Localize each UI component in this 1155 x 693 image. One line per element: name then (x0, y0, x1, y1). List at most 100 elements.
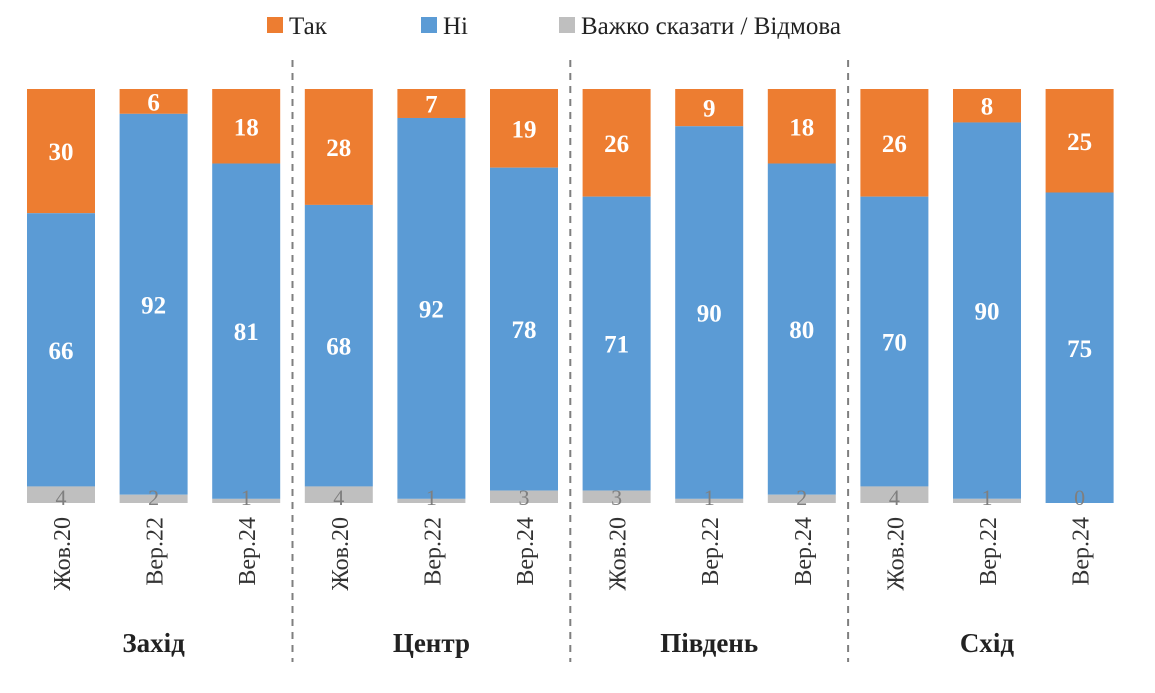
bar-yes-схід-0 (860, 89, 929, 197)
bar-yes-центр-2 (490, 89, 558, 168)
bar-no-захід-1 (119, 113, 188, 495)
legend-label-1: Ні (443, 13, 468, 40)
bar-unsure-схід-1 (953, 498, 1021, 503)
bar-yes-центр-0 (304, 89, 373, 205)
bars (27, 89, 1114, 503)
label-yes-захід-2: 18 (234, 114, 259, 141)
region-label-3: Схід (960, 628, 1015, 658)
label-unsure-південь-2: 2 (796, 485, 807, 510)
tick-label-південь-0: Жов.20 (606, 517, 632, 591)
bar-unsure-центр-0 (304, 486, 373, 503)
label-no-схід-2: 75 (1067, 336, 1092, 363)
bar-no-центр-2 (490, 167, 558, 491)
label-no-захід-1: 92 (141, 292, 166, 319)
bar-unsure-центр-1 (397, 498, 466, 503)
bar-yes-захід-0 (27, 89, 95, 214)
tick-label-центр-1: Вер.22 (420, 517, 446, 586)
tick-label-південь-2: Вер.24 (791, 517, 817, 586)
label-yes-схід-2: 25 (1067, 129, 1092, 156)
legend-label-0: Так (289, 13, 328, 40)
region-label-0: Захід (122, 628, 185, 658)
label-yes-південь-2: 18 (789, 114, 814, 141)
bar-no-південь-2 (767, 163, 836, 495)
tick-label-схід-1: Вер.22 (976, 517, 1002, 586)
bar-no-захід-2 (212, 163, 281, 499)
legend-swatch-2 (559, 17, 575, 33)
label-yes-схід-1: 8 (981, 94, 994, 121)
bar-yes-схід-2 (1045, 89, 1114, 193)
label-unsure-захід-2: 1 (241, 485, 252, 510)
legend-swatch-1 (421, 17, 437, 33)
legend-label-2: Важко сказати / Відмова (581, 13, 841, 40)
label-yes-південь-0: 26 (604, 131, 629, 158)
group-separators (291, 60, 850, 662)
label-unsure-центр-2: 3 (519, 485, 530, 510)
tick-label-центр-2: Вер.24 (513, 517, 539, 586)
bar-no-південь-1 (675, 126, 744, 499)
label-no-центр-0: 68 (326, 334, 351, 361)
bar-yes-південь-0 (582, 89, 651, 197)
tick-label-захід-1: Вер.22 (143, 517, 169, 586)
label-yes-південь-1: 9 (703, 96, 716, 123)
label-unsure-схід-2: 0 (1074, 485, 1085, 510)
bar-no-центр-1 (397, 117, 466, 499)
legend-swatch-0 (267, 17, 283, 33)
bar-no-захід-0 (27, 213, 95, 487)
label-unsure-південь-1: 1 (704, 485, 715, 510)
bar-yes-схід-1 (953, 89, 1021, 123)
category-tick-labels: Жов.20 Вер.22 Вер.24 Жов.20 Вер.22 Вер.24 Жов.… (50, 517, 1095, 591)
label-unsure-захід-0: 4 (56, 485, 67, 510)
bar-unsure-центр-2 (490, 490, 558, 503)
tick-label-захід-2: Вер.24 (235, 517, 261, 586)
region-label-2: Південь (660, 628, 758, 658)
tick-label-центр-0: Жов.20 (328, 517, 354, 591)
region-labels: Захід Центр Південь Схід (122, 628, 1014, 658)
label-no-захід-0: 66 (49, 338, 74, 365)
label-no-південь-0: 71 (604, 332, 629, 359)
bar-yes-захід-1 (119, 89, 188, 114)
label-no-центр-1: 92 (419, 296, 444, 323)
tick-label-схід-2: Вер.24 (1069, 517, 1095, 586)
bar-no-схід-0 (860, 196, 929, 487)
label-yes-схід-0: 26 (882, 131, 907, 158)
label-no-схід-0: 70 (882, 330, 907, 357)
label-unsure-схід-0: 4 (889, 485, 900, 510)
label-yes-захід-1: 6 (147, 89, 160, 116)
tick-label-захід-0: Жов.20 (50, 517, 76, 591)
region-label-1: Центр (393, 628, 470, 658)
bar-yes-південь-1 (675, 89, 744, 127)
label-no-схід-1: 90 (975, 299, 1000, 326)
legend: Так Ні Важко сказати / Відмова (267, 13, 841, 40)
bar-unsure-південь-0 (582, 490, 651, 503)
bar-unsure-захід-0 (27, 486, 95, 503)
label-yes-центр-1: 7 (425, 91, 438, 118)
label-unsure-центр-1: 1 (426, 485, 437, 510)
bar-unsure-схід-0 (860, 486, 929, 503)
label-no-центр-2: 78 (512, 317, 537, 344)
label-unsure-південь-0: 3 (611, 485, 622, 510)
label-yes-центр-2: 19 (512, 116, 537, 143)
bar-yes-південь-2 (767, 89, 836, 164)
bar-unsure-захід-2 (212, 498, 281, 503)
label-unsure-центр-0: 4 (333, 485, 344, 510)
bar-yes-захід-2 (212, 89, 281, 164)
value-labels: 3066469221881128684792119783267139901188… (49, 89, 1093, 510)
label-no-південь-2: 80 (789, 317, 814, 344)
label-no-захід-2: 81 (234, 319, 259, 346)
bar-unsure-захід-1 (119, 494, 188, 503)
label-no-південь-1: 90 (697, 301, 722, 328)
tick-label-схід-0: Жов.20 (883, 517, 909, 591)
bar-no-схід-2 (1045, 192, 1114, 503)
bar-no-центр-0 (304, 204, 373, 487)
bar-unsure-південь-1 (675, 498, 744, 503)
label-unsure-захід-1: 2 (148, 485, 159, 510)
tick-label-південь-1: Вер.22 (698, 517, 724, 586)
label-unsure-схід-1: 1 (982, 485, 993, 510)
bar-no-схід-1 (953, 122, 1021, 499)
bar-unsure-південь-2 (767, 494, 836, 503)
label-yes-центр-0: 28 (326, 135, 351, 162)
bar-no-південь-0 (582, 196, 651, 491)
bar-yes-центр-1 (397, 89, 466, 118)
label-yes-захід-0: 30 (49, 139, 74, 166)
